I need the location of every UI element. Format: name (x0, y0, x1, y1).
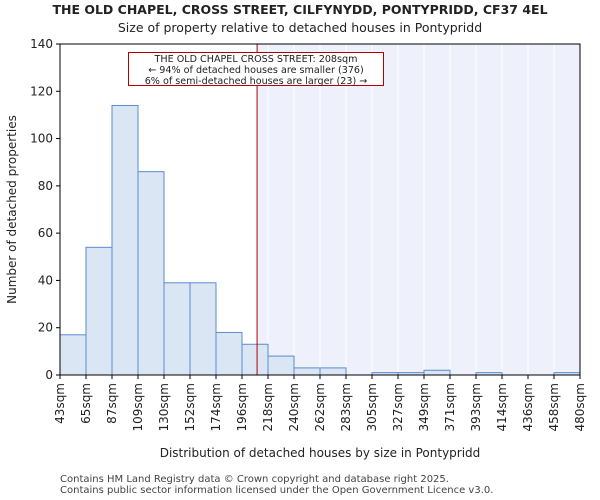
y-tick-label: 100 (30, 132, 53, 146)
larger-region-shade (257, 44, 580, 375)
x-tick-label: 196sqm (235, 383, 249, 431)
histogram-bar (215, 331, 243, 376)
histogram-bar (59, 334, 87, 376)
y-tick-label: 20 (38, 321, 53, 335)
histogram-bar (267, 355, 295, 376)
x-tick-label: 305sqm (365, 383, 379, 431)
y-tick-label: 140 (30, 37, 53, 51)
x-tick-label: 109sqm (131, 383, 145, 431)
histogram-bar (423, 369, 451, 376)
x-tick-label: 436sqm (521, 383, 535, 431)
histogram-bar (111, 104, 139, 376)
histogram-bar (319, 367, 347, 376)
y-tick-label: 0 (45, 368, 53, 382)
y-tick-label: 40 (38, 273, 53, 287)
y-tick-label: 80 (38, 179, 53, 193)
chart-subtitle: Size of property relative to detached ho… (117, 20, 483, 35)
histogram-bar (137, 171, 165, 376)
x-axis-label: Distribution of detached houses by size … (160, 446, 481, 460)
x-tick-label: 371sqm (443, 383, 457, 431)
x-tick-label: 480sqm (573, 383, 587, 431)
x-tick-label: 174sqm (209, 383, 223, 431)
annotation-line-2: ← 94% of detached houses are smaller (37… (148, 65, 364, 76)
x-tick-label: 87sqm (105, 383, 119, 424)
property-annotation-box: THE OLD CHAPEL CROSS STREET: 208sqm ← 94… (128, 52, 384, 87)
x-tick-label: 327sqm (391, 383, 405, 431)
x-tick-label: 43sqm (53, 383, 67, 424)
x-tick-label: 283sqm (339, 383, 353, 431)
annotation-line-1: THE OLD CHAPEL CROSS STREET: 208sqm (154, 54, 358, 65)
x-tick-label: 240sqm (287, 383, 301, 431)
annotation-line-3: 6% of semi-detached houses are larger (2… (144, 76, 368, 87)
x-tick-label: 152sqm (183, 383, 197, 431)
x-tick-label: 414sqm (495, 383, 509, 431)
x-tick-label: 130sqm (157, 383, 171, 431)
histogram-bar (85, 246, 113, 376)
y-tick-label: 60 (38, 226, 53, 240)
chart-title: THE OLD CHAPEL, CROSS STREET, CILFYNYDD,… (52, 2, 548, 17)
histogram-bar (189, 282, 217, 376)
x-tick-label: 349sqm (417, 383, 431, 431)
footer-licence: Contains public sector information licen… (60, 485, 494, 496)
histogram-bar (293, 367, 321, 376)
x-tick-label: 262sqm (313, 383, 327, 431)
y-tick-label: 120 (30, 84, 53, 98)
histogram-bar (241, 343, 269, 376)
x-tick-label: 65sqm (79, 383, 93, 424)
y-axis-label: Number of detached properties (5, 115, 19, 304)
x-tick-label: 393sqm (469, 383, 483, 431)
footer-copyright: Contains HM Land Registry data © Crown c… (60, 474, 449, 485)
histogram-bar (163, 282, 191, 376)
x-tick-label: 458sqm (547, 383, 561, 431)
x-tick-label: 218sqm (261, 383, 275, 431)
